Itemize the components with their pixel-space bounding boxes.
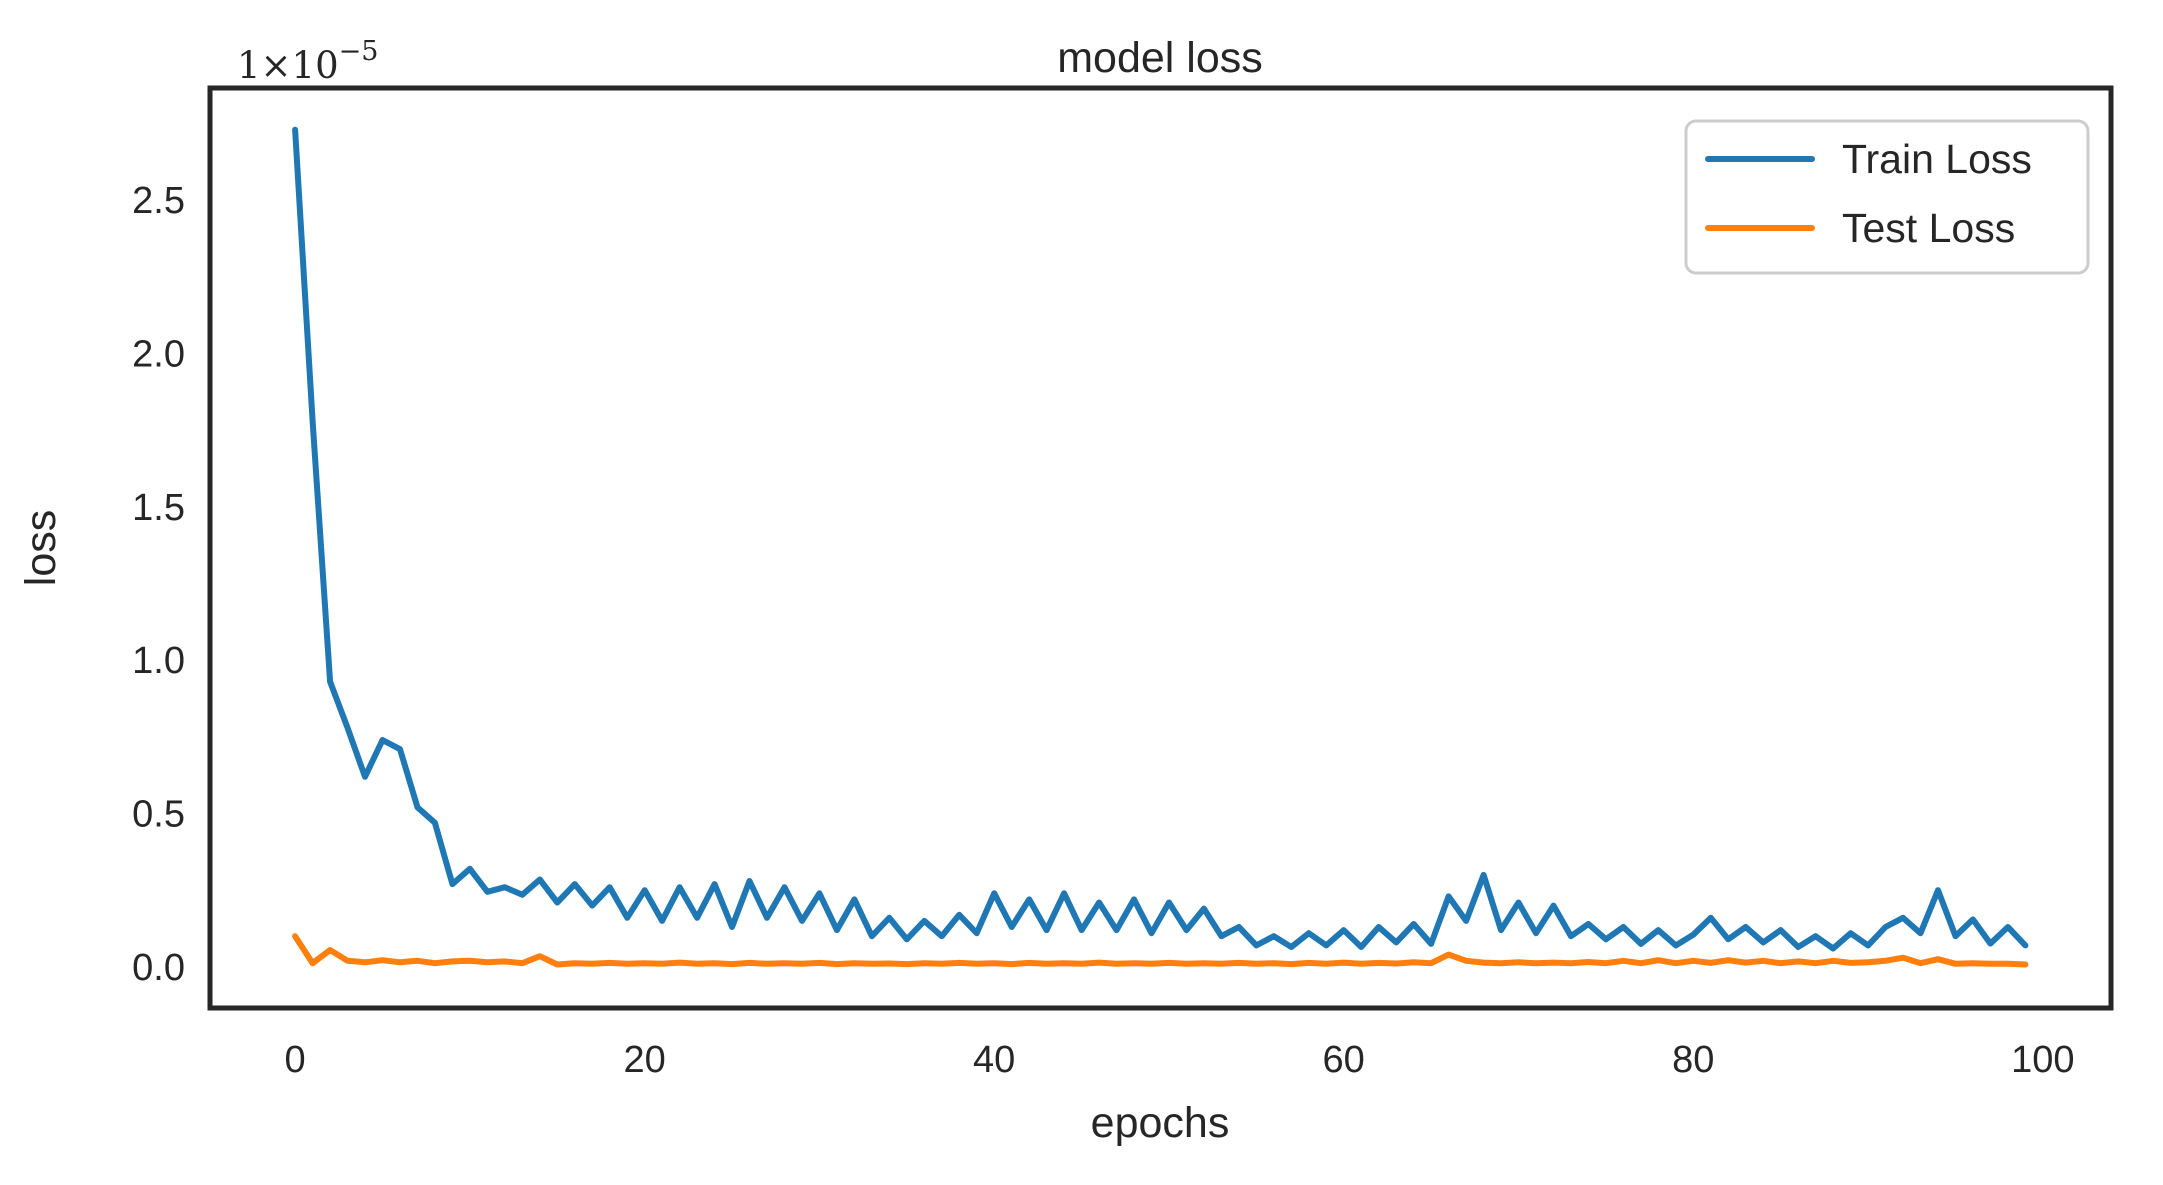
- x-tick-label: 0: [285, 1039, 306, 1081]
- offset-base: 1×10: [237, 44, 339, 87]
- test-loss-line: [292, 933, 2029, 968]
- legend: Train Loss Test Loss: [1684, 119, 2090, 275]
- x-tick-label: 100: [2011, 1039, 2074, 1081]
- legend-test-label: Test Loss: [1842, 205, 2015, 251]
- y-tick-label: 1.5: [132, 487, 185, 529]
- x-axis-tick-labels: 0 20 40 60 80 100: [285, 1039, 2075, 1081]
- chart-title: model loss: [1057, 34, 1263, 82]
- y-tick-label: 0.0: [132, 947, 185, 989]
- series-lines: [292, 126, 2029, 968]
- legend-train-label: Train Loss: [1842, 136, 2032, 182]
- train-loss-line: [292, 126, 2029, 952]
- y-tick-label: 2.5: [132, 180, 185, 222]
- x-tick-label: 40: [973, 1039, 1015, 1081]
- x-tick-label: 80: [1672, 1039, 1714, 1081]
- y-axis-offset-text: 1×10−5: [237, 36, 378, 87]
- y-axis-tick-labels: 0.0 0.5 1.0 1.5 2.0 2.5: [132, 180, 185, 989]
- y-axis-title: loss: [17, 510, 65, 586]
- offset-exponent: −5: [339, 36, 379, 67]
- x-axis-title: epochs: [1091, 1099, 1230, 1147]
- y-tick-label: 1.0: [132, 640, 185, 682]
- x-tick-label: 20: [624, 1039, 666, 1081]
- plot-border: [207, 85, 2114, 1011]
- y-tick-label: 0.5: [132, 794, 185, 836]
- x-tick-label: 60: [1323, 1039, 1365, 1081]
- y-tick-label: 2.0: [132, 334, 185, 376]
